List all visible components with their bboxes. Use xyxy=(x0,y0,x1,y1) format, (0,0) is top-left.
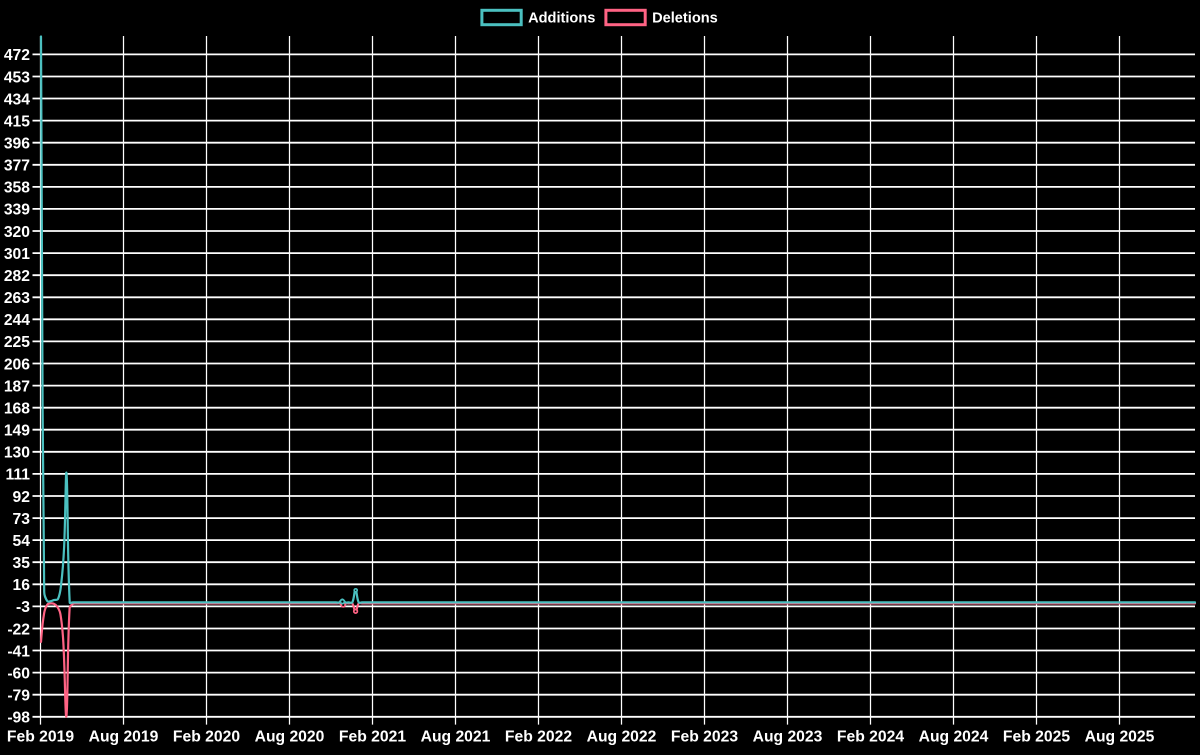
svg-text:206: 206 xyxy=(4,356,30,373)
svg-text:Feb 2019: Feb 2019 xyxy=(7,729,74,746)
svg-text:244: 244 xyxy=(4,312,30,329)
svg-text:168: 168 xyxy=(4,401,30,418)
svg-text:73: 73 xyxy=(13,511,31,528)
svg-text:282: 282 xyxy=(4,268,30,285)
svg-text:339: 339 xyxy=(4,202,30,219)
svg-text:301: 301 xyxy=(4,246,30,263)
svg-text:Feb 2023: Feb 2023 xyxy=(671,729,738,746)
svg-text:225: 225 xyxy=(4,334,30,351)
svg-text:Feb 2021: Feb 2021 xyxy=(339,729,406,746)
svg-text:Additions: Additions xyxy=(528,10,595,26)
svg-text:54: 54 xyxy=(13,533,31,550)
svg-text:-60: -60 xyxy=(7,665,30,682)
svg-text:Aug 2023: Aug 2023 xyxy=(753,729,823,746)
svg-text:415: 415 xyxy=(4,113,30,130)
svg-text:-3: -3 xyxy=(16,599,30,616)
svg-text:263: 263 xyxy=(4,290,30,307)
svg-text:Aug 2024: Aug 2024 xyxy=(919,729,989,746)
svg-text:35: 35 xyxy=(13,555,31,572)
svg-text:Aug 2025: Aug 2025 xyxy=(1085,729,1155,746)
svg-text:434: 434 xyxy=(4,91,30,108)
svg-text:Deletions: Deletions xyxy=(652,10,718,26)
svg-text:396: 396 xyxy=(4,136,30,153)
svg-text:472: 472 xyxy=(4,47,30,64)
svg-text:Feb 2024: Feb 2024 xyxy=(837,729,904,746)
svg-text:-98: -98 xyxy=(7,710,30,727)
svg-text:Aug 2021: Aug 2021 xyxy=(421,729,491,746)
svg-text:-41: -41 xyxy=(7,643,30,660)
svg-text:187: 187 xyxy=(4,378,30,395)
svg-text:92: 92 xyxy=(13,489,31,506)
svg-text:Aug 2020: Aug 2020 xyxy=(255,729,325,746)
svg-text:Feb 2025: Feb 2025 xyxy=(1003,729,1070,746)
svg-text:320: 320 xyxy=(4,224,30,241)
svg-text:Aug 2022: Aug 2022 xyxy=(587,729,657,746)
svg-text:Feb 2020: Feb 2020 xyxy=(173,729,240,746)
svg-text:Feb 2022: Feb 2022 xyxy=(505,729,572,746)
svg-text:-79: -79 xyxy=(7,688,30,705)
svg-text:16: 16 xyxy=(13,577,31,594)
svg-text:453: 453 xyxy=(4,69,30,86)
svg-text:-22: -22 xyxy=(7,621,30,638)
svg-text:111: 111 xyxy=(6,467,31,484)
svg-text:377: 377 xyxy=(4,158,30,175)
svg-text:149: 149 xyxy=(4,423,30,440)
svg-text:130: 130 xyxy=(4,445,30,462)
svg-text:Aug 2019: Aug 2019 xyxy=(89,729,159,746)
svg-text:358: 358 xyxy=(4,180,30,197)
